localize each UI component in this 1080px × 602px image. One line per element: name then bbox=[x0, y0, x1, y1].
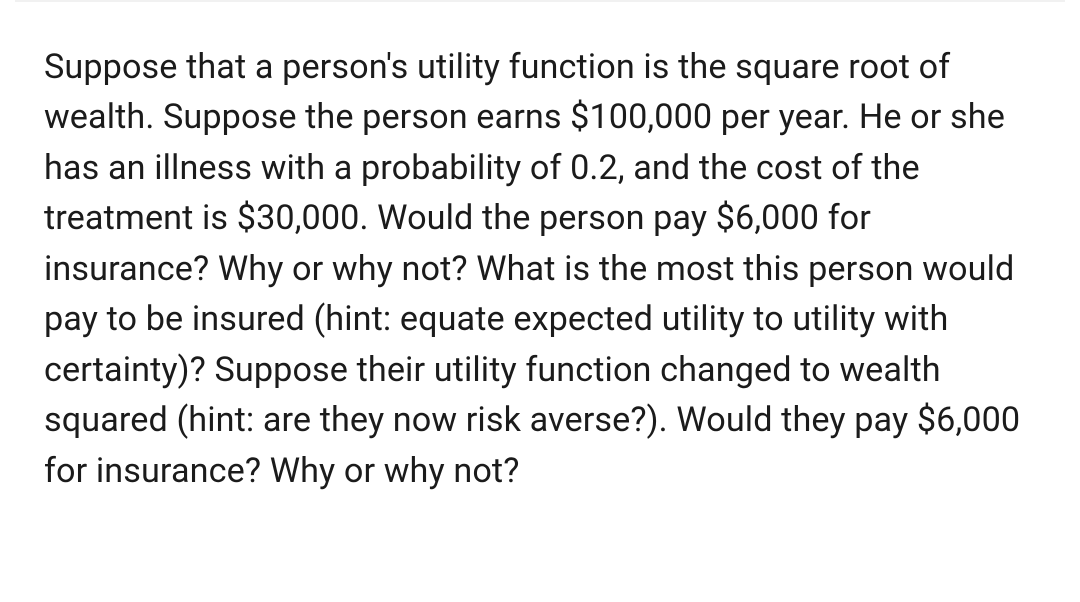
question-text: Suppose that a person's utility function… bbox=[44, 42, 1036, 496]
top-divider bbox=[15, 0, 1065, 2]
page-container: Suppose that a person's utility function… bbox=[0, 0, 1080, 602]
